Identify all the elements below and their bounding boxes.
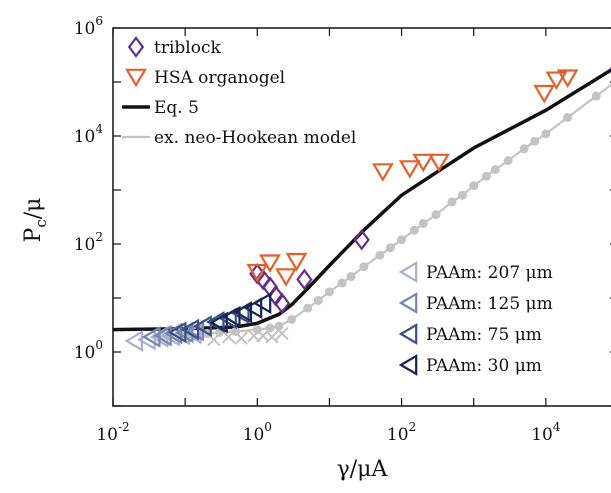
data-point (447, 197, 457, 207)
y-axis-label-rest: /μ (21, 198, 46, 220)
y-axis-label-main: P (21, 227, 46, 242)
legend-label: PAAm: 30 μm (426, 356, 542, 376)
series-8 (209, 292, 272, 334)
legend-swatch (398, 261, 418, 283)
data-point (205, 311, 225, 333)
data-point (353, 228, 370, 251)
series-4 (246, 69, 579, 287)
data-point (234, 331, 248, 345)
data-point (428, 153, 450, 173)
data-point (533, 84, 556, 104)
data-point (591, 91, 601, 101)
data-point (285, 252, 308, 272)
x-tick-label: 104 (531, 420, 561, 445)
legend-entry: PAAm: 207 μm (398, 261, 553, 283)
data-point (418, 218, 428, 228)
data-point (469, 181, 479, 191)
data-point (324, 287, 334, 297)
legend-entry: Eq. 5 (122, 98, 199, 118)
legend-label: triblock (154, 38, 221, 58)
data-point (458, 190, 468, 200)
legend-entry: PAAm: 75 μm (398, 323, 542, 345)
legend-label: PAAm: 125 μm (426, 294, 553, 314)
series-2 (207, 326, 289, 347)
legend-entry: ex. neo-Hookean model (122, 128, 356, 148)
data-point (209, 311, 228, 334)
data-point (556, 69, 579, 88)
legend-label: HSA organogel (154, 68, 285, 88)
data-point (385, 243, 395, 253)
legend-bottom: PAAm: 207 μm PAAm: 125 μm PAAm: 75 μm PAAm:… (398, 261, 553, 376)
data-point (541, 129, 551, 139)
data-point (252, 292, 272, 315)
data-point (275, 326, 289, 341)
legend-label: PAAm: 207 μm (426, 263, 553, 283)
y-axis-label-sub: c (32, 219, 50, 227)
data-point (431, 210, 441, 220)
data-point (287, 314, 297, 324)
legend-label: Eq. 5 (154, 98, 199, 118)
legend-label: PAAm: 75 μm (426, 325, 542, 345)
data-point (359, 262, 369, 272)
data-point (265, 330, 279, 344)
data-point (163, 322, 183, 345)
data-point (530, 136, 540, 146)
data-point (296, 268, 313, 291)
legend-entry: HSA organogel (125, 68, 285, 88)
data-point (313, 295, 323, 305)
y-tick-label: 102 (74, 230, 103, 255)
data-point (545, 71, 568, 91)
data-point (167, 321, 187, 344)
data-point (346, 272, 356, 282)
data-point (503, 156, 513, 166)
data-point (337, 278, 347, 288)
legend-swatch (398, 292, 418, 314)
x-tick-label: 100 (243, 420, 272, 445)
legend-entry: PAAm: 30 μm (398, 354, 542, 376)
data-point (563, 113, 573, 123)
x-tick-label: 102 (387, 420, 416, 445)
legend-label: ex. neo-Hookean model (154, 128, 356, 148)
data-point (490, 164, 500, 174)
y-tick-label: 106 (74, 14, 103, 39)
data-point (221, 330, 236, 344)
data-point (193, 315, 212, 338)
data-point (371, 163, 394, 182)
plot-frame (112, 27, 611, 407)
y-axis-label: Pc/μ (21, 198, 50, 243)
data-point (519, 144, 529, 154)
legend-swatch (398, 323, 418, 345)
data-point (180, 318, 200, 341)
x-axis-label: γ/μA (337, 457, 389, 482)
legend-swatch (125, 68, 147, 88)
data-point (481, 171, 491, 181)
data-point (246, 263, 269, 283)
data-point (412, 153, 435, 173)
data-point (398, 160, 421, 179)
data-point (259, 254, 281, 273)
legend-top: triblock HSA organogel Eq. 5 ex. neo-Hookea… (122, 36, 356, 148)
data-point (275, 268, 297, 287)
data-point (375, 250, 385, 260)
legend-swatch (398, 354, 418, 376)
data-point (409, 225, 419, 235)
data-point (397, 235, 407, 245)
legend-entry: triblock (127, 36, 221, 58)
legend-swatch (127, 36, 145, 58)
x-tick-label: 10-2 (96, 420, 129, 445)
data-point (221, 305, 241, 328)
y-tick-label: 100 (74, 338, 103, 363)
data-point (303, 303, 313, 313)
y-tick-label: 104 (74, 122, 104, 147)
axis-ticks (112, 27, 611, 407)
data-point (273, 292, 291, 315)
legend-entry: PAAm: 125 μm (398, 292, 553, 314)
data-marks (112, 66, 611, 352)
axis-tick-labels: 10-2 100 102 104 100 102 104 106 (74, 14, 561, 445)
